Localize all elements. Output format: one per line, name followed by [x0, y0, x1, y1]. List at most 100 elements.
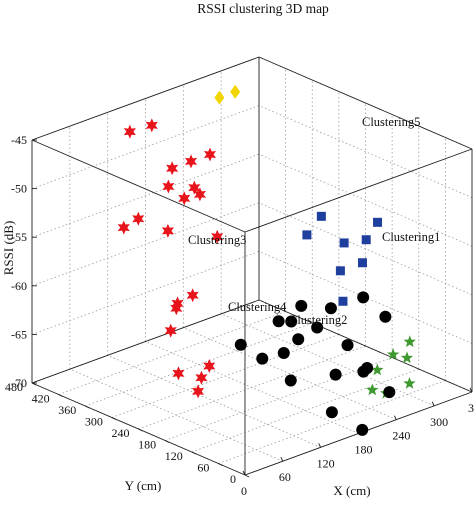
- data-point-clustering4: [357, 291, 370, 304]
- data-point-clustering4: [272, 315, 285, 328]
- x-tick-label: 360: [468, 401, 474, 415]
- data-point-clustering4: [285, 315, 298, 328]
- y-tick-mark: [191, 451, 196, 455]
- series-clustering4: [234, 291, 396, 436]
- y-tick-label: 480: [5, 380, 23, 394]
- y-tick-label: 360: [58, 403, 76, 417]
- x-tick-mark: [431, 401, 435, 407]
- y-tick-mark: [244, 474, 250, 478]
- data-point-clustering1: [361, 235, 371, 245]
- data-point-clustering1: [335, 266, 345, 276]
- y-tick-mark: [164, 440, 170, 443]
- data-point-clustering4: [379, 310, 392, 323]
- data-point-clustering2: [403, 335, 416, 348]
- x-tick-mark: [469, 387, 473, 393]
- y-tick-label: 60: [197, 461, 209, 475]
- data-point-clustering3: [203, 359, 216, 373]
- frame-edge: [258, 56, 473, 150]
- grid-line-z-side: [258, 202, 473, 296]
- frame-edge: [31, 299, 260, 384]
- data-point-clustering5: [214, 90, 225, 105]
- data-point-clustering3: [161, 223, 174, 238]
- data-point-clustering4: [277, 346, 290, 359]
- data-point-clustering2: [366, 383, 379, 396]
- data-point-clustering3: [211, 229, 224, 244]
- z-tick-label: -55: [11, 230, 27, 244]
- grid-line-z-side: [258, 153, 473, 247]
- data-point-clustering3: [195, 370, 208, 385]
- grid-line-z-side: [258, 105, 473, 198]
- series-clustering5: [214, 84, 241, 105]
- data-point-clustering5: [230, 84, 241, 99]
- y-tick-label: 180: [138, 438, 156, 452]
- annotation-clustering4: Clustering4: [228, 300, 287, 314]
- grid-line-y-floor: [85, 322, 313, 407]
- data-point-clustering4: [361, 362, 374, 375]
- data-point-clustering3: [171, 296, 184, 311]
- data-point-clustering3: [170, 301, 183, 316]
- x-tick-label: 0: [241, 484, 247, 498]
- data-point-clustering4: [256, 352, 269, 365]
- data-point-clustering4: [234, 338, 247, 351]
- series-clustering1: [302, 211, 383, 306]
- cluster-annotations: Clustering5 Clustering3 Clustering1 Cluster…: [188, 115, 440, 327]
- series-clustering3: [117, 118, 224, 399]
- data-point-clustering4: [292, 333, 305, 346]
- z-tick-label: -50: [11, 182, 27, 196]
- x-axis-label: X (cm): [333, 483, 370, 498]
- x-tick-mark: [393, 415, 397, 420]
- data-point-clustering4: [295, 299, 308, 312]
- grid-line-y-floor: [218, 380, 446, 464]
- annotation-clustering2: Clustering2: [289, 313, 347, 327]
- x-tick-label: 180: [355, 443, 373, 457]
- y-tick-label: 240: [112, 426, 130, 440]
- x-tick-label: 120: [317, 456, 335, 470]
- data-point-clustering1: [339, 238, 349, 248]
- annotation-clustering5: Clustering5: [362, 115, 420, 129]
- frame-edge: [31, 139, 246, 233]
- data-point-clustering4: [329, 368, 342, 381]
- z-tick-label: -45: [11, 133, 27, 147]
- x-tick-mark: [280, 456, 284, 462]
- y-tick-label: 420: [32, 392, 50, 406]
- data-point-clustering3: [193, 187, 206, 202]
- data-point-clustering4: [325, 406, 338, 419]
- y-tick-mark: [111, 417, 117, 420]
- x-tick-mark: [318, 443, 322, 448]
- data-point-clustering3: [117, 220, 130, 235]
- frame-edge: [31, 56, 260, 141]
- y-axis-label: Y (cm): [125, 478, 162, 493]
- z-tick-label: -65: [11, 327, 27, 341]
- annotation-clustering3: Clustering3: [188, 233, 246, 247]
- data-markers: [117, 84, 416, 436]
- grid-line-y-floor: [111, 334, 340, 418]
- data-point-clustering3: [166, 161, 179, 176]
- data-point-clustering2: [400, 351, 414, 364]
- grid-line-z-back: [31, 202, 260, 287]
- data-point-clustering3: [186, 288, 199, 303]
- frame-edge: [258, 299, 473, 393]
- data-point-clustering3: [185, 154, 198, 169]
- data-point-clustering2: [403, 377, 416, 389]
- z-axis-label: RSSI (dB): [1, 221, 16, 276]
- data-point-clustering4: [341, 339, 354, 352]
- grid-line-y-floor: [138, 345, 366, 430]
- grid-line-y-floor: [164, 357, 393, 441]
- data-point-clustering3: [203, 147, 216, 162]
- grid-line-y-floor: [58, 311, 286, 395]
- data-point-clustering4: [311, 321, 324, 334]
- x-tick-label: 240: [392, 429, 410, 443]
- data-point-clustering3: [178, 191, 191, 206]
- data-point-clustering3: [123, 124, 136, 139]
- data-point-clustering4: [324, 302, 337, 315]
- data-point-clustering4: [356, 423, 369, 436]
- axes-frame: [31, 56, 473, 476]
- data-point-clustering4: [284, 374, 297, 387]
- y-tick-label: 0: [230, 472, 236, 486]
- z-tick-label: -70: [11, 376, 27, 390]
- data-point-clustering3: [145, 118, 158, 133]
- data-point-clustering3: [172, 366, 185, 381]
- y-tick-mark: [218, 463, 223, 466]
- y-tick-label: 120: [165, 449, 183, 463]
